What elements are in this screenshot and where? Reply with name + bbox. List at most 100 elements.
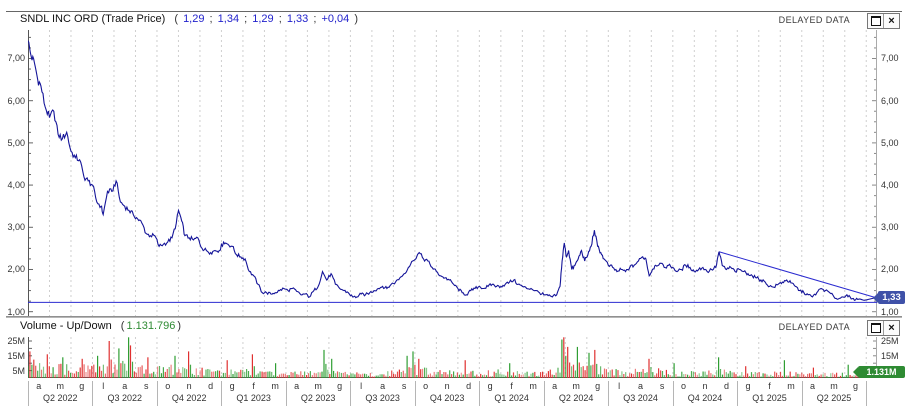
volume-bar-down xyxy=(276,376,279,378)
volume-bar-down xyxy=(464,360,466,378)
volume-bar-down xyxy=(549,369,551,378)
volume-bar-up xyxy=(598,374,600,378)
volume-tag-value: 1.131M xyxy=(866,367,897,377)
volume-bar-down xyxy=(799,374,801,378)
price-chart-plot[interactable] xyxy=(27,30,877,317)
volume-bar-down xyxy=(824,372,826,378)
volume-bar-up xyxy=(189,364,192,378)
x-axis-quarter-separator xyxy=(414,381,416,406)
volume-bar-down xyxy=(213,371,215,378)
x-axis-month-label: o xyxy=(423,381,429,391)
volume-bar-down xyxy=(445,372,447,378)
volume-bar-down xyxy=(307,373,310,378)
x-axis-quarter-separator xyxy=(92,381,94,406)
volume-bar-down xyxy=(71,372,74,378)
volume-chart-plot[interactable] xyxy=(27,337,877,378)
volume-bar-down xyxy=(282,373,284,378)
volume-bar-down xyxy=(79,367,81,378)
volume-bar-down xyxy=(752,374,754,378)
volume-bar-up xyxy=(491,376,493,378)
volume-close-button[interactable]: × xyxy=(883,321,899,335)
volume-bar-up xyxy=(783,360,785,378)
volume-bar-down xyxy=(329,374,331,378)
volume-bar-down xyxy=(393,373,395,378)
volume-bar-up xyxy=(559,372,561,378)
volume-bar-up xyxy=(687,374,689,378)
volume-bar-up xyxy=(621,371,623,378)
volume-bar-up xyxy=(400,372,402,378)
x-axis-month-label: m xyxy=(314,381,322,391)
volume-bar-up xyxy=(346,374,348,378)
x-axis-month-label: d xyxy=(724,381,730,391)
volume-bar-up xyxy=(719,369,722,378)
close-button[interactable]: × xyxy=(883,14,899,28)
volume-bar-down xyxy=(487,370,489,378)
x-axis-month-label: n xyxy=(702,381,708,391)
volume-bar-up xyxy=(207,369,209,378)
volume-bar-up xyxy=(646,372,648,378)
volume-bar-up xyxy=(184,368,186,378)
volume-bar-up xyxy=(526,371,528,378)
volume-bar-down xyxy=(592,364,594,378)
volume-bar-up xyxy=(242,369,244,378)
volume-maximize-button[interactable] xyxy=(868,321,883,335)
volume-bar-down xyxy=(176,372,178,378)
volume-bar-down xyxy=(402,370,404,378)
volume-bar-down xyxy=(476,374,478,378)
price-axis-label: 2,00 xyxy=(7,264,25,275)
volume-bar-up xyxy=(698,373,700,378)
x-axis-month-label: s xyxy=(143,381,149,391)
volume-bar-down xyxy=(106,366,108,378)
quote-separator: ; xyxy=(241,13,251,25)
volume-bar-up xyxy=(186,369,188,378)
volume-bar-up xyxy=(482,375,484,378)
volume-bar-up xyxy=(273,375,275,378)
volume-bar-up xyxy=(607,372,609,378)
volume-bar-up xyxy=(501,374,503,378)
volume-bar-down xyxy=(35,365,37,378)
x-axis-month-label: s xyxy=(401,381,407,391)
x-axis-quarter-label: Q1 2024 xyxy=(494,393,529,403)
close-icon: × xyxy=(888,321,895,334)
x-axis-quarter-label: Q1 2025 xyxy=(752,393,787,403)
volume-bar-up xyxy=(511,375,513,378)
volume-bar-down xyxy=(311,375,313,378)
x-axis-quarter-separator xyxy=(608,381,610,406)
volume-bar-down xyxy=(226,360,228,378)
x-axis-month-label: n xyxy=(186,381,192,391)
quote-separator: ; xyxy=(206,13,216,25)
x-axis-month-label: a xyxy=(810,381,816,391)
volume-bar-down xyxy=(114,364,116,378)
volume-bar-up xyxy=(267,371,269,378)
volume-bar-down xyxy=(290,372,292,378)
delayed-data-label: DELAYED DATA xyxy=(778,15,850,25)
maximize-button[interactable] xyxy=(868,14,883,28)
volume-bar-down xyxy=(584,370,586,378)
volume-bar-up xyxy=(244,371,246,378)
volume-bar-down xyxy=(93,364,95,378)
volume-bar-up xyxy=(131,361,134,378)
volume-bar-down xyxy=(812,367,814,378)
volume-bar-up xyxy=(304,371,306,378)
price-axis-label: 7,00 xyxy=(881,53,899,64)
volume-bar-up xyxy=(375,375,377,378)
volume-bar-down xyxy=(601,374,604,378)
volume-bar-down xyxy=(547,371,549,378)
volume-bar-down xyxy=(199,370,201,378)
volume-bar-up xyxy=(224,372,226,378)
volume-axis-label: 15M xyxy=(881,350,899,361)
volume-bar-up xyxy=(160,373,163,378)
volume-bar-down xyxy=(100,370,103,378)
volume-bar-up xyxy=(294,371,296,378)
volume-bar-down xyxy=(104,373,106,378)
volume-bar-up xyxy=(70,372,72,378)
volume-bar-up xyxy=(532,372,534,378)
x-axis-month-label: l xyxy=(360,381,363,391)
volume-bar-up xyxy=(497,369,499,378)
volume-bar-up xyxy=(677,376,679,378)
volume-bar-up xyxy=(458,374,460,378)
volume-tag: 1.131M xyxy=(853,366,905,378)
volume-bar-down xyxy=(178,369,180,378)
volume-bar-down xyxy=(518,373,520,378)
volume-bar-down xyxy=(795,372,797,378)
